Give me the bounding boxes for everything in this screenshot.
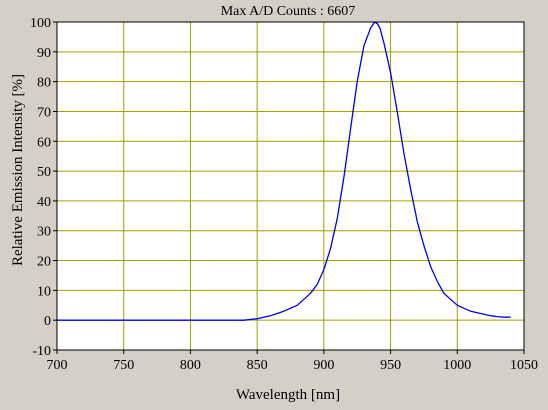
- y-tick-label: 90: [37, 46, 51, 61]
- x-axis-title: Wavelength [nm]: [236, 387, 340, 403]
- plot-area: [57, 22, 524, 350]
- y-tick-label: 40: [37, 195, 51, 210]
- y-tick-label: 70: [37, 105, 51, 120]
- x-tick-label: 900: [313, 358, 334, 373]
- y-tick-label: 30: [37, 225, 51, 240]
- plot-frame: [56, 21, 525, 351]
- y-tick-label: 10: [37, 284, 51, 299]
- y-tick-label: 50: [37, 165, 51, 180]
- chart-title: Max A/D Counts : 6607: [221, 4, 356, 19]
- x-tick-label: 750: [113, 358, 134, 373]
- x-tick-label: 850: [247, 358, 268, 373]
- x-tick-label: 950: [380, 358, 401, 373]
- y-tick-label: -10: [32, 344, 51, 359]
- y-tick-label: 0: [44, 314, 51, 329]
- y-tick-label: 100: [30, 16, 51, 31]
- y-tick-label: 20: [37, 255, 51, 270]
- y-tick-label: 60: [37, 135, 51, 150]
- x-tick-label: 1000: [443, 358, 471, 373]
- x-tick-label: 1050: [510, 358, 538, 373]
- x-tick-label: 700: [47, 358, 68, 373]
- y-axis-title: Relative Emission Intensity [%]: [10, 74, 26, 266]
- x-tick-label: 800: [180, 358, 201, 373]
- y-tick-label: 80: [37, 76, 51, 91]
